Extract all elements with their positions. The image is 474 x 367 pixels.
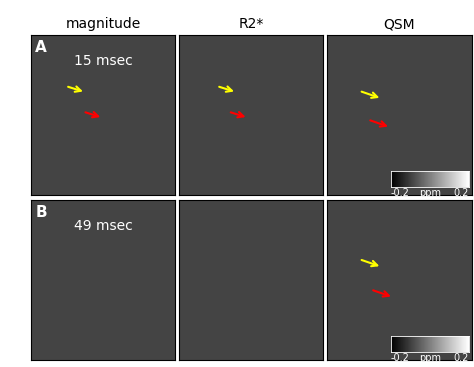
- Text: 15 msec: 15 msec: [73, 54, 132, 68]
- Text: 0.2: 0.2: [453, 353, 469, 363]
- Text: QSM: QSM: [383, 17, 415, 31]
- Text: R2*: R2*: [238, 17, 264, 31]
- Text: 0.2: 0.2: [453, 188, 469, 198]
- Text: A: A: [35, 40, 47, 55]
- Text: ppm: ppm: [419, 353, 441, 363]
- Text: ppm: ppm: [419, 188, 441, 198]
- Text: magnitude: magnitude: [65, 17, 141, 31]
- Text: B: B: [35, 205, 47, 220]
- Text: -0.2: -0.2: [391, 188, 410, 198]
- Text: -0.2: -0.2: [391, 353, 410, 363]
- Text: 49 msec: 49 msec: [73, 219, 132, 233]
